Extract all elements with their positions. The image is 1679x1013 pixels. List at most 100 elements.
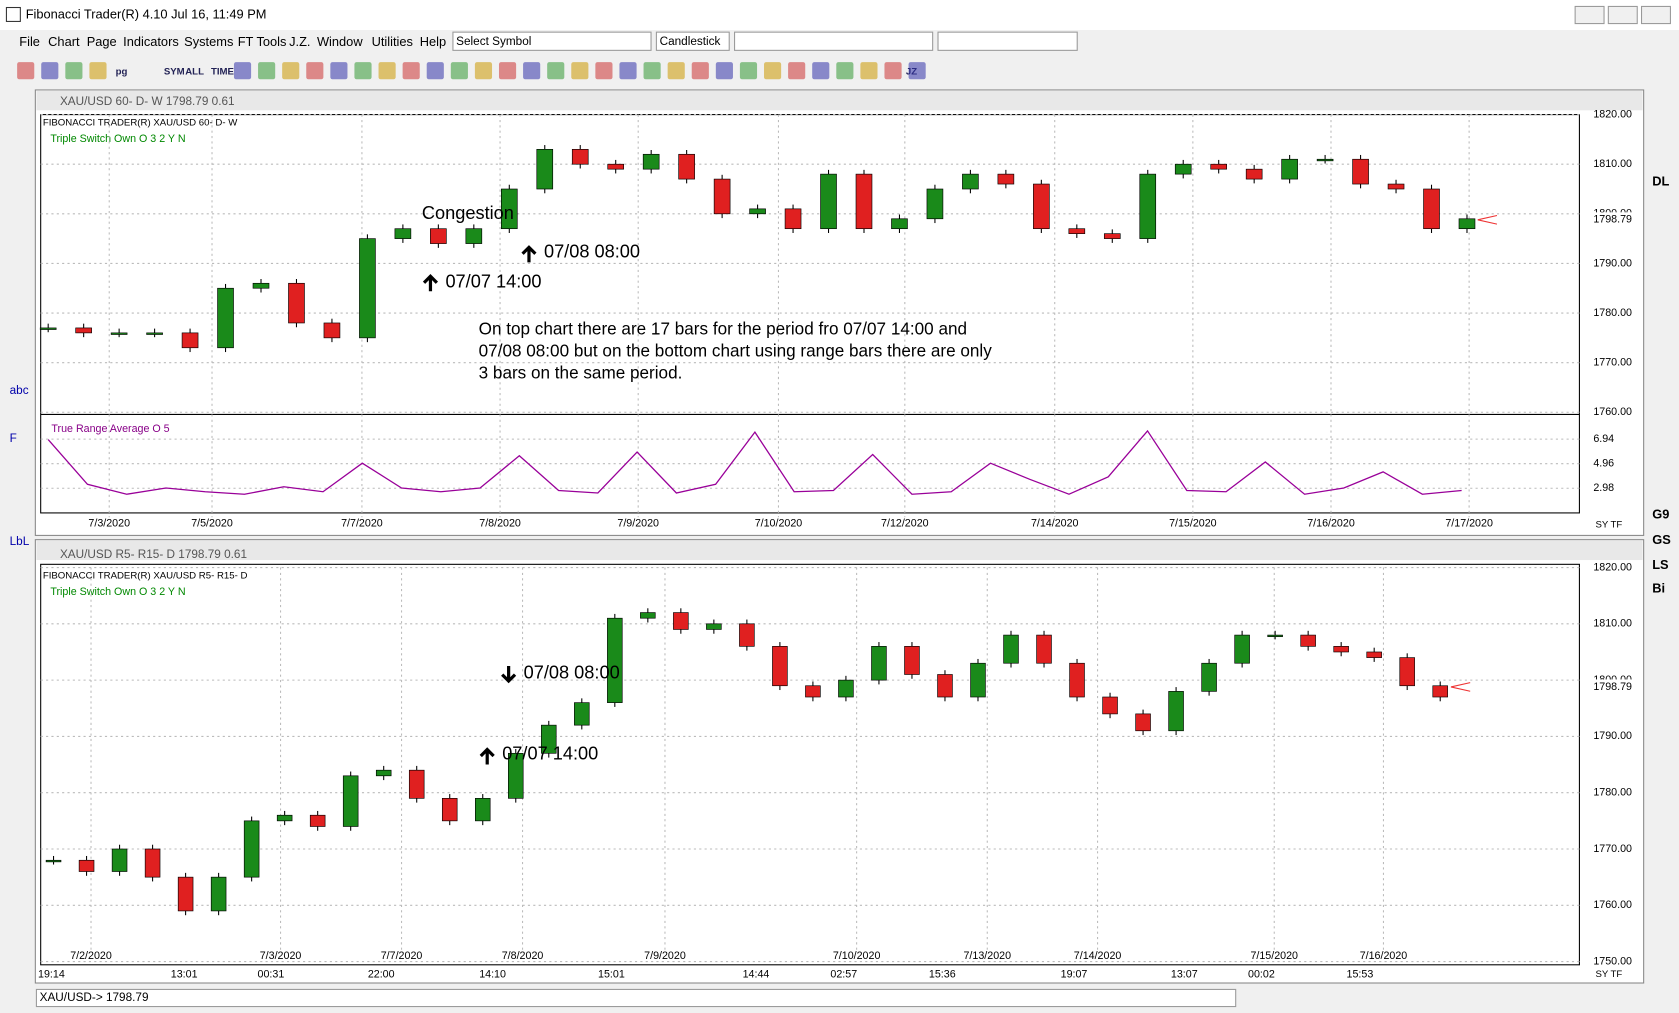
toolbar-icon[interactable]	[17, 62, 35, 80]
tool-button[interactable]: LbL	[10, 535, 30, 548]
candle	[855, 173, 873, 230]
toolbar-icon[interactable]	[571, 62, 589, 80]
toolbar-icon[interactable]	[65, 62, 83, 80]
combo[interactable]	[734, 31, 934, 51]
toolbar-button[interactable]: pg	[116, 66, 128, 77]
menu-item[interactable]: Chart	[48, 34, 80, 49]
axis-button[interactable]: SY	[1595, 519, 1608, 530]
toolbar-icon[interactable]	[764, 62, 782, 80]
toolbar-icon[interactable]	[691, 62, 709, 80]
candle	[1399, 657, 1415, 687]
annotation: 07/08 08:00	[544, 242, 640, 262]
window-title: Fibonacci Trader(R) 4.10 Jul 16, 11:49 P…	[26, 6, 267, 21]
axis-button[interactable]: SY	[1595, 969, 1608, 980]
annotation: 07/07 14:00	[445, 272, 541, 292]
candle	[39, 327, 57, 330]
x-tick-label: 7/10/2020	[755, 517, 803, 529]
menu-item[interactable]: Page	[87, 34, 117, 49]
menu-item[interactable]: Utilities	[372, 34, 413, 49]
toolbar-icon[interactable]	[523, 62, 541, 80]
toolbar-icon[interactable]	[643, 62, 661, 80]
candle	[970, 662, 986, 698]
tool-button[interactable]: LS	[1652, 557, 1669, 572]
toolbar-button[interactable]: TIME	[211, 66, 235, 77]
window-controls[interactable]	[1574, 5, 1671, 25]
arrow	[422, 274, 439, 292]
axis-button[interactable]: TF	[1610, 519, 1622, 530]
time-label: 13:07	[1171, 968, 1198, 980]
candle	[1139, 173, 1157, 239]
tool-button[interactable]: abc	[10, 384, 29, 397]
menu-item[interactable]: Help	[420, 34, 446, 49]
candle	[997, 173, 1015, 185]
candle	[871, 646, 887, 681]
tool-button[interactable]: F	[10, 432, 17, 445]
toolbar-icon[interactable]	[595, 62, 613, 80]
toolbar-icon[interactable]	[860, 62, 878, 80]
chart-header: FIBONACCI TRADER(R) XAU/USD R5- R15- D	[43, 571, 248, 582]
toolbar-icon[interactable]	[426, 62, 444, 80]
candle	[784, 208, 802, 230]
candle	[1267, 634, 1283, 638]
toolbar-icon[interactable]	[715, 62, 733, 80]
x-tick-label: 7/15/2020	[1250, 950, 1298, 962]
toolbar-icon[interactable]	[498, 62, 517, 80]
toolbar-icon[interactable]	[474, 62, 493, 80]
candle	[474, 798, 491, 822]
x-tick-label: 7/9/2020	[617, 517, 659, 529]
close[interactable]	[1640, 5, 1671, 25]
toolbar-icon[interactable]	[788, 62, 806, 80]
toolbar-icon[interactable]	[812, 62, 830, 80]
toolbar-icon[interactable]	[258, 62, 276, 80]
toolbar-icon[interactable]	[354, 62, 372, 80]
maximize[interactable]	[1607, 5, 1638, 25]
toolbar-icon[interactable]	[836, 62, 854, 80]
toolbar-icon[interactable]	[378, 62, 396, 80]
y-tick-label: 2.98	[1593, 482, 1614, 494]
x-tick-label: 7/14/2020	[1074, 950, 1122, 962]
candle	[1069, 662, 1085, 698]
toolbar-icon[interactable]	[306, 62, 324, 80]
symbol-combo[interactable]	[452, 31, 652, 51]
minimize[interactable]	[1574, 5, 1605, 25]
toolbar-icon[interactable]	[233, 62, 252, 80]
menu-item[interactable]: Window	[317, 34, 363, 49]
toolbar-icon[interactable]	[619, 62, 637, 80]
candle	[276, 814, 293, 822]
candle	[1316, 158, 1334, 162]
tool-button[interactable]: GS	[1652, 532, 1671, 547]
toolbar-button[interactable]: ALL	[185, 66, 204, 77]
x-tick-label: 7/8/2020	[502, 950, 544, 962]
toolbar-icon[interactable]	[884, 62, 902, 80]
x-tick-label: 7/12/2020	[881, 517, 929, 529]
toolbar-icon[interactable]	[908, 62, 926, 80]
menu-item[interactable]: Systems	[184, 34, 233, 49]
toolbar-icon[interactable]	[330, 62, 348, 80]
toolbar-icon[interactable]	[450, 62, 468, 80]
y-tick-label: 1770.00	[1593, 356, 1632, 368]
menu-item[interactable]: File	[19, 34, 40, 49]
menu-item[interactable]: FT Tools	[238, 34, 287, 49]
toolbar-icon[interactable]	[547, 62, 565, 80]
combo[interactable]	[937, 31, 1078, 51]
toolbar-button[interactable]: SYM	[164, 66, 185, 77]
toolbar-icon[interactable]	[667, 62, 685, 80]
price-arrow	[1477, 215, 1498, 225]
axis-button[interactable]: TF	[1610, 969, 1622, 980]
toolbar-icon[interactable]	[41, 62, 59, 80]
toolbar-icon[interactable]	[739, 62, 758, 80]
candle	[926, 188, 944, 220]
toolbar-icon[interactable]	[402, 62, 420, 80]
menu-item[interactable]: J.Z.	[289, 34, 310, 49]
x-tick-label: 7/17/2020	[1445, 517, 1493, 529]
chart-type-text[interactable]: Candlestick	[660, 35, 721, 48]
tool-button[interactable]: Bi	[1652, 580, 1665, 595]
toolbar-icon[interactable]	[89, 62, 107, 80]
menu-item[interactable]: Indicators	[123, 34, 179, 49]
title-bar	[0, 0, 1679, 30]
toolbar-icon[interactable]	[282, 62, 300, 80]
chart-type-combo[interactable]	[655, 31, 730, 51]
tool-button[interactable]: G9	[1652, 506, 1669, 521]
tool-button[interactable]: DL	[1652, 173, 1669, 188]
symbol-combo-text[interactable]: Select Symbol	[456, 35, 531, 48]
